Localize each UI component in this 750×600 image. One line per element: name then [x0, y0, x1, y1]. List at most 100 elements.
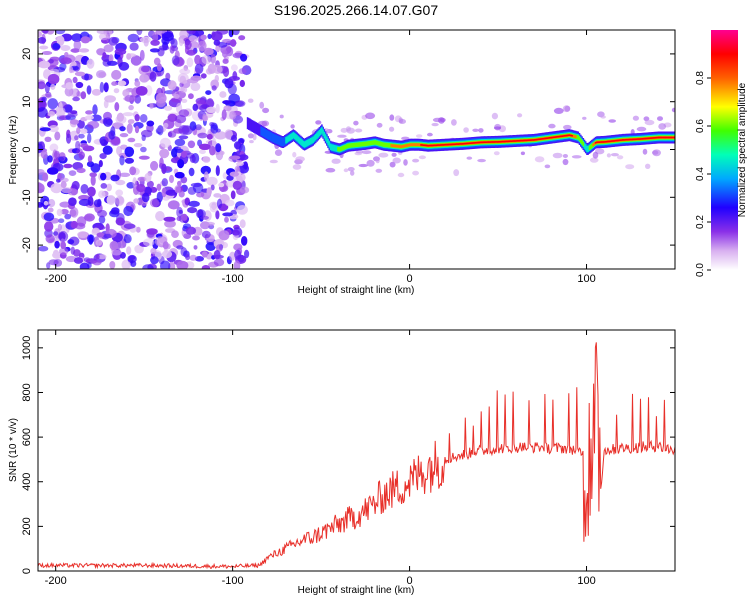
ridge-cell [573, 135, 576, 138]
ridge-cell [669, 136, 671, 139]
noise-speck [146, 120, 155, 127]
ridge-cell [256, 122, 259, 135]
ridge-halo-speck [671, 107, 675, 113]
ridge-cell [494, 141, 497, 143]
ridge-cell [262, 128, 265, 137]
noise-speck [128, 104, 134, 111]
noise-speck [200, 73, 207, 79]
ridge-cell [619, 139, 622, 141]
ridge-cell [633, 138, 635, 141]
ridge-cell [442, 144, 445, 146]
ridge-cell [478, 141, 480, 144]
noise-speck [60, 208, 69, 215]
noise-speck [80, 184, 89, 194]
y-tick-label: 10 [21, 96, 33, 108]
noise-speck [215, 45, 220, 52]
noise-speck [161, 163, 167, 175]
noise-speck [70, 246, 76, 255]
noise-speck [118, 61, 130, 71]
ridge-cell [667, 136, 670, 139]
noise-speck [174, 138, 186, 147]
noise-speck [39, 127, 51, 132]
noise-speck [141, 192, 150, 203]
noise-speck [244, 249, 250, 259]
ridge-cell [296, 135, 298, 142]
ridge-halo-speck [331, 158, 341, 164]
noise-speck [134, 114, 140, 122]
ridge-cell [428, 144, 431, 147]
ridge-halo-speck [657, 116, 663, 121]
spectrogram-y-ticks: -20 -10 0 10 20 [21, 48, 675, 253]
ridge-cell [622, 139, 624, 141]
ridge-cell [607, 140, 609, 143]
ridge-cell [570, 134, 572, 137]
ridge-cell [480, 141, 483, 144]
ridge-halo-speck [249, 140, 254, 144]
noise-speck [119, 133, 129, 138]
ridge-cell [261, 127, 264, 137]
ridge-cell [305, 140, 307, 148]
y-tick-label: -20 [21, 237, 33, 253]
ridge-cell [456, 143, 458, 145]
noise-speck [188, 93, 194, 100]
ridge-cell [610, 140, 613, 142]
noise-speck [87, 133, 92, 144]
noise-speck [179, 75, 186, 84]
noise-speck [140, 146, 147, 153]
x-tick-label: 100 [577, 575, 595, 587]
ridge-halo-speck [642, 148, 648, 155]
noise-speck [198, 143, 211, 150]
noise-speck [163, 122, 169, 128]
ridge-halo-speck [431, 122, 439, 127]
ridge-cell [373, 140, 375, 145]
ridge-cell [577, 135, 580, 140]
noise-speck [41, 96, 47, 103]
noise-speck [186, 49, 196, 56]
ridge-cell [563, 135, 566, 137]
ridge-cell [644, 137, 646, 140]
ridge-cell [314, 133, 317, 141]
noise-speck [78, 198, 91, 207]
ridge-cell [562, 135, 565, 137]
ridge-cell [292, 132, 295, 139]
ridge-cell [436, 144, 438, 146]
ridge-cell [350, 143, 353, 148]
ridge-cell [638, 138, 640, 140]
noise-speck [140, 65, 150, 73]
ridge-cell [658, 136, 660, 139]
ridge-cell [437, 144, 440, 146]
ridge-cell [575, 135, 577, 139]
x-tick-label: 0 [407, 575, 413, 587]
noise-speck [203, 47, 214, 56]
ridge-cell [640, 138, 643, 140]
noise-speck [111, 69, 122, 80]
noise-speck [241, 236, 248, 246]
ridge-cell [348, 143, 350, 148]
noise-speck [74, 135, 79, 141]
ridge-cell [276, 135, 279, 145]
ridge-cell [453, 143, 456, 146]
ridge-cell [665, 136, 667, 139]
ridge-halo-speck [658, 123, 667, 130]
noise-speck [199, 149, 206, 155]
noise-speck [48, 125, 59, 133]
ridge-cell [634, 138, 637, 141]
noise-speck [205, 90, 212, 95]
ridge-halo-speck [361, 150, 372, 155]
ridge-cell [393, 144, 395, 148]
noise-speck [165, 72, 171, 81]
noise-speck [229, 155, 241, 160]
ridge-cell [546, 137, 549, 139]
noise-speck [231, 134, 237, 142]
noise-speck [132, 177, 137, 188]
ridge-cell [487, 141, 489, 143]
noise-speck [205, 242, 216, 251]
ridge-cell [497, 141, 499, 143]
ridge-cell [526, 139, 529, 142]
colorbar-tick-label: 0.4 [695, 167, 706, 181]
ridge-cell [291, 132, 293, 140]
noise-speck [134, 80, 141, 87]
ridge-cell [651, 137, 654, 139]
ridge-cell [535, 138, 537, 141]
ridge-halo-speck [466, 156, 473, 160]
